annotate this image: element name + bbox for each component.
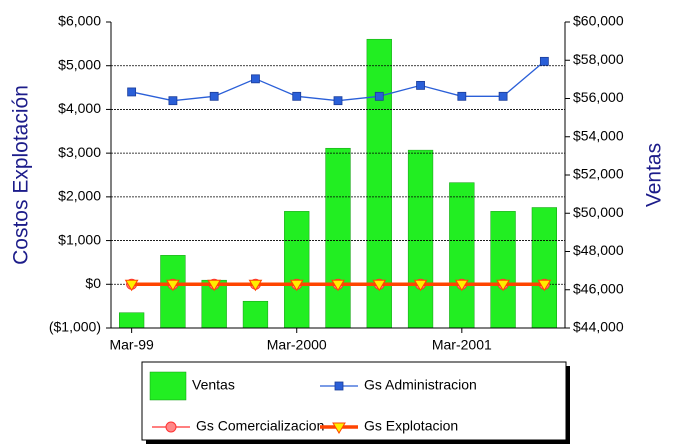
y-tick-label: $2,000	[58, 188, 101, 204]
series-line	[131, 60, 545, 102]
y-tick-label: $3,000	[58, 144, 101, 160]
series-marker	[413, 279, 428, 292]
y-tick-label: $0	[85, 275, 101, 291]
legend-marker	[165, 421, 177, 433]
series-marker	[372, 279, 387, 292]
series-marker	[496, 279, 510, 292]
y2-tick-label: $44,000	[573, 319, 624, 335]
series-marker	[374, 91, 384, 101]
legend-label: Gs Comercializacion	[196, 418, 324, 434]
bar	[119, 312, 145, 329]
y-axis-title: Costos Explotación	[10, 85, 33, 265]
y2-tick-label: $54,000	[573, 127, 624, 143]
series-marker	[539, 56, 549, 66]
y-tick-label: $6,000	[58, 13, 101, 29]
y2-tick-label: $60,000	[573, 13, 624, 29]
bar	[407, 149, 434, 329]
series-marker	[457, 91, 467, 101]
x-tick-label: Mar-99	[109, 337, 154, 353]
series-marker	[248, 279, 263, 292]
series-marker	[251, 74, 260, 84]
series-marker	[498, 91, 508, 101]
legend-label: Ventas	[192, 377, 235, 393]
y2-axis-title: Ventas	[643, 143, 666, 207]
y2-tick-label: $58,000	[573, 51, 624, 67]
legend-swatch	[149, 371, 187, 401]
series-marker	[331, 279, 345, 292]
series-marker	[537, 279, 552, 292]
y2-tick-label: $52,000	[573, 166, 624, 182]
series-marker	[166, 279, 180, 292]
y2-tick-label: $50,000	[573, 204, 624, 220]
series-marker	[209, 91, 219, 101]
legend-label: Gs Administracion	[364, 377, 477, 393]
y2-tick-label: $48,000	[573, 242, 624, 258]
series-marker	[289, 279, 304, 292]
legend-marker	[334, 381, 344, 391]
y2-tick-label: $56,000	[573, 89, 624, 105]
series-marker	[333, 96, 343, 106]
y2-tick-label: $46,000	[573, 280, 624, 296]
series-marker	[416, 80, 425, 90]
y-tick-label: $4,000	[58, 100, 101, 116]
bar	[160, 255, 186, 329]
series-marker	[168, 96, 178, 106]
series-marker	[127, 87, 137, 97]
bar	[284, 211, 310, 329]
y-tick-label: $1,000	[58, 231, 101, 247]
x-tick-label: Mar-2001	[432, 337, 492, 353]
series-marker	[124, 279, 139, 292]
legend-marker	[332, 422, 346, 434]
y-tick-label: $5,000	[58, 56, 101, 72]
x-tick-label: Mar-2000	[267, 337, 327, 353]
legend-label: Gs Explotacion	[364, 418, 458, 434]
bar	[449, 182, 475, 329]
series-marker	[207, 279, 222, 292]
bar	[242, 300, 269, 329]
y-tick-label: ($1,000)	[49, 319, 101, 335]
bar	[531, 207, 557, 329]
bar	[490, 211, 516, 329]
series-marker	[454, 279, 469, 292]
bar	[325, 147, 351, 329]
series-marker	[292, 91, 302, 101]
